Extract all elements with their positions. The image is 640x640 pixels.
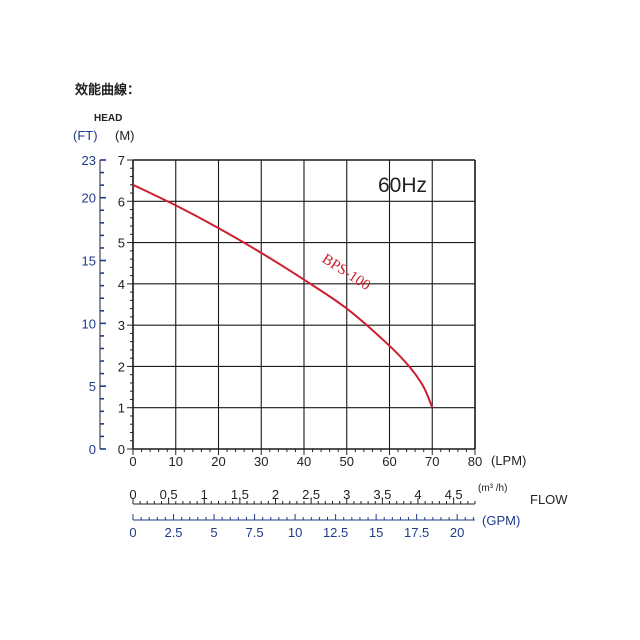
x-lpm-tick-label: 70 <box>425 454 439 469</box>
y-ft-tick-label: 23 <box>82 153 96 168</box>
x-gpm-tick-label: 17.5 <box>404 525 429 540</box>
ft-unit-label: (FT) <box>73 128 98 143</box>
x-lpm-tick-labels: 0 10 20 30 40 50 60 70 80 <box>129 454 482 469</box>
x-gpm-tick-label: 15 <box>369 525 383 540</box>
y-m-tick-labels: 0 1 2 3 4 5 6 7 <box>118 153 125 457</box>
m-unit-label: (M) <box>115 128 135 143</box>
y-m-tick-label: 7 <box>118 153 125 168</box>
x-m3h-tick-label: 4.5 <box>445 487 463 502</box>
x-gpm-tick-labels: 0 2.5 5 7.5 10 12.5 15 17.5 20 <box>129 525 464 540</box>
grid <box>99 159 476 521</box>
y-ft-tick-label: 5 <box>89 379 96 394</box>
x-lpm-tick-label: 80 <box>468 454 482 469</box>
x-lpm-tick-label: 50 <box>340 454 354 469</box>
curve-layer: BPS-100 <box>132 183 434 409</box>
caption: 效能曲線： <box>75 82 140 97</box>
y-m-tick-label: 6 <box>118 194 125 209</box>
x-gpm-tick-label: 2.5 <box>164 525 182 540</box>
y-m-tick-label: 0 <box>118 442 125 457</box>
x-m3h-tick-label: 4 <box>414 487 421 502</box>
head-label: HEAD <box>94 113 122 124</box>
m3h-unit-label: (m³ /h) <box>478 483 507 494</box>
y-ft-tick-label: 0 <box>89 442 96 457</box>
x-lpm-tick-label: 0 <box>129 454 136 469</box>
flow-label: FLOW <box>530 492 568 507</box>
lpm-unit-label: (LPM) <box>491 453 526 468</box>
x-lpm-tick-label: 60 <box>382 454 396 469</box>
x-m3h-tick-label: 2.5 <box>302 487 320 502</box>
x-m3h-tick-label: 1.5 <box>231 487 249 502</box>
x-lpm-tick-label: 20 <box>211 454 225 469</box>
x-m3h-tick-label: 3 <box>343 487 350 502</box>
y-m-tick-label: 5 <box>118 236 125 251</box>
y-m-tick-label: 2 <box>118 359 125 374</box>
x-gpm-tick-label: 10 <box>288 525 302 540</box>
x-m3h-tick-label: 1 <box>201 487 208 502</box>
x-lpm-tick-label: 40 <box>297 454 311 469</box>
x-m3h-tick-label: 3.5 <box>373 487 391 502</box>
series-line <box>132 183 434 409</box>
y-m-tick-label: 4 <box>118 277 125 292</box>
x-gpm-tick-label: 0 <box>129 525 136 540</box>
x-m3h-tick-label: 2 <box>272 487 279 502</box>
x-m3h-tick-label: 0.5 <box>160 487 178 502</box>
y-m-tick-label: 1 <box>118 401 125 416</box>
series-label: BPS-100 <box>319 251 373 294</box>
y-ft-tick-label: 15 <box>82 254 96 269</box>
x-gpm-tick-label: 5 <box>210 525 217 540</box>
y-ft-tick-label: 20 <box>82 191 96 206</box>
x-m3h-tick-label: 0 <box>129 487 136 502</box>
x-lpm-tick-label: 30 <box>254 454 268 469</box>
x-gpm-tick-label: 12.5 <box>323 525 348 540</box>
gpm-unit-label: (GPM) <box>482 513 520 528</box>
y-ft-tick-labels: 0 5 10 15 20 23 <box>82 153 96 457</box>
y-m-tick-label: 3 <box>118 318 125 333</box>
x-m3h-tick-labels: 0 0.5 1 1.5 2 2.5 3 3.5 4 4.5 <box>129 487 462 502</box>
x-lpm-tick-label: 10 <box>169 454 183 469</box>
frequency-label: 60Hz <box>378 174 427 197</box>
y-ft-tick-label: 10 <box>82 316 96 331</box>
x-gpm-tick-label: 20 <box>450 525 464 540</box>
x-gpm-tick-label: 7.5 <box>246 525 264 540</box>
